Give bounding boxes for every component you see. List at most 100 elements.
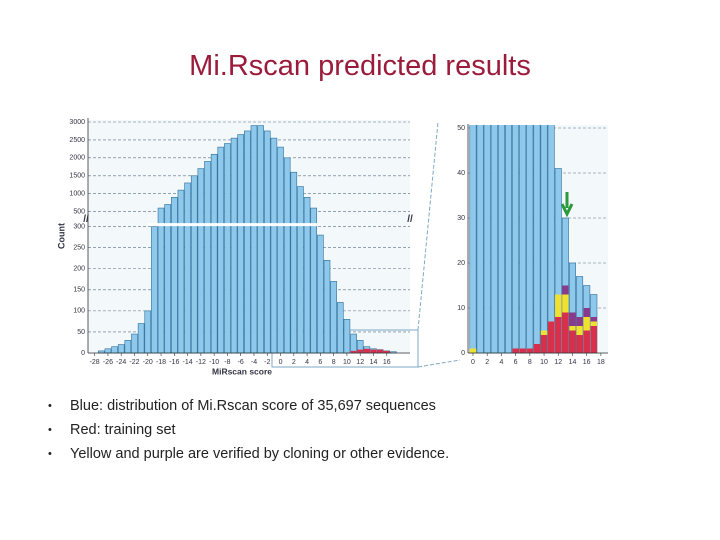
x-tick-label: 2	[292, 359, 296, 366]
bar	[505, 125, 513, 354]
y-tick-label: 1000	[69, 191, 85, 198]
bar	[270, 137, 278, 354]
y-tick-label: 50	[77, 329, 85, 336]
bar	[483, 125, 491, 354]
x-tick-label: 12	[356, 359, 364, 366]
bar	[357, 349, 364, 353]
bar	[244, 130, 251, 354]
bar	[111, 346, 118, 354]
x-tick-label: -12	[196, 359, 206, 366]
y-tick-label: 40	[457, 170, 465, 177]
bar	[540, 335, 548, 353]
x-tick-label: -2	[264, 359, 270, 366]
bar	[250, 125, 258, 354]
bar	[547, 321, 555, 353]
bar	[350, 333, 357, 354]
bar	[476, 125, 484, 354]
y-tick-label: 50	[457, 125, 465, 132]
bar	[569, 312, 576, 326]
y-tick-label: 20	[457, 260, 465, 267]
bar	[297, 186, 304, 354]
bar	[124, 340, 132, 354]
x-tick-label: 14	[569, 359, 577, 366]
bar	[237, 134, 244, 354]
bar	[526, 348, 534, 353]
x-tick-label: 2	[485, 359, 489, 366]
x-axis-label: MiRscan score	[212, 366, 272, 376]
bar	[590, 321, 597, 326]
bar	[562, 312, 569, 353]
bar	[590, 326, 597, 353]
bar	[590, 317, 597, 322]
bar	[263, 130, 271, 354]
x-tick-label: -26	[103, 359, 113, 366]
bar	[469, 125, 477, 354]
x-tick-label: 6	[318, 359, 322, 366]
bar	[171, 196, 178, 354]
x-tick-label: 0	[471, 359, 475, 366]
bar	[540, 330, 548, 335]
axis-break	[148, 223, 320, 227]
bar	[257, 125, 264, 354]
bar	[290, 171, 298, 354]
x-tick-label: 16	[383, 359, 391, 366]
y-tick-label: 200	[73, 266, 85, 273]
bar	[230, 137, 238, 354]
y-tick-label: 250	[73, 245, 85, 252]
bar	[317, 234, 324, 354]
bar	[337, 302, 344, 354]
bar	[204, 161, 211, 354]
x-tick-label: 8	[332, 359, 336, 366]
x-tick-label: -22	[129, 359, 139, 366]
bar	[330, 281, 337, 354]
x-tick-label: 8	[528, 359, 532, 366]
bullet: Yellow and purple are verified by clonin…	[48, 446, 449, 470]
bar	[144, 310, 152, 354]
bar	[370, 349, 377, 353]
bullets: Blue: distribution of Mi.Rscan score of …	[48, 398, 449, 470]
y-tick-label: 0	[81, 350, 85, 357]
break-mark: //	[83, 214, 89, 225]
x-tick-label: -6	[238, 359, 244, 366]
bar	[383, 350, 390, 353]
bar	[377, 349, 384, 353]
bar	[277, 146, 284, 354]
bar	[177, 189, 185, 354]
bar	[303, 196, 311, 354]
bar	[197, 168, 205, 354]
bar	[569, 330, 576, 353]
x-tick-label: 6	[514, 359, 518, 366]
bar	[519, 125, 527, 354]
bar	[157, 207, 165, 354]
break-mark: //	[407, 214, 413, 225]
bar	[547, 125, 555, 354]
x-tick-label: 4	[499, 359, 503, 366]
bar	[323, 260, 331, 354]
bar	[164, 204, 171, 354]
bar	[117, 344, 125, 354]
bar	[555, 294, 562, 317]
x-tick-label: -16	[169, 359, 179, 366]
x-tick-label: 16	[583, 359, 591, 366]
bar	[343, 319, 351, 354]
y-tick-label: 2500	[69, 137, 85, 144]
bar	[190, 175, 198, 354]
bar	[512, 125, 520, 354]
y-axis-label: Count	[56, 223, 66, 249]
x-tick-label: -4	[251, 359, 257, 366]
y-tick-label: 2000	[69, 155, 85, 162]
x-tick-label: -8	[224, 359, 230, 366]
bar	[583, 317, 590, 331]
y-tick-label: 10	[457, 305, 465, 312]
bar	[562, 294, 569, 313]
zoom-line	[417, 359, 461, 368]
x-tick-label: 10	[343, 359, 351, 366]
bar	[131, 333, 138, 354]
x-tick-label: -14	[183, 359, 193, 366]
bar	[137, 323, 145, 354]
bar	[533, 125, 541, 354]
x-tick-label: -18	[156, 359, 166, 366]
bar	[104, 348, 112, 354]
y-tick-label: 3000	[69, 119, 85, 126]
